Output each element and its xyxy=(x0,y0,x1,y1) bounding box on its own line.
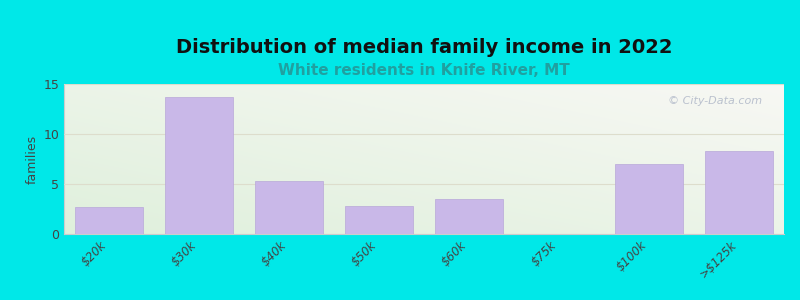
Y-axis label: families: families xyxy=(26,134,39,184)
Text: © City-Data.com: © City-Data.com xyxy=(668,96,762,106)
Bar xyxy=(75,207,142,234)
Bar xyxy=(346,206,413,234)
Title: Distribution of median family income in 2022: Distribution of median family income in … xyxy=(176,38,672,57)
Bar xyxy=(166,97,233,234)
Text: White residents in Knife River, MT: White residents in Knife River, MT xyxy=(278,63,570,78)
Bar xyxy=(435,199,502,234)
Bar xyxy=(706,151,773,234)
Bar xyxy=(255,181,322,234)
Bar xyxy=(615,164,682,234)
